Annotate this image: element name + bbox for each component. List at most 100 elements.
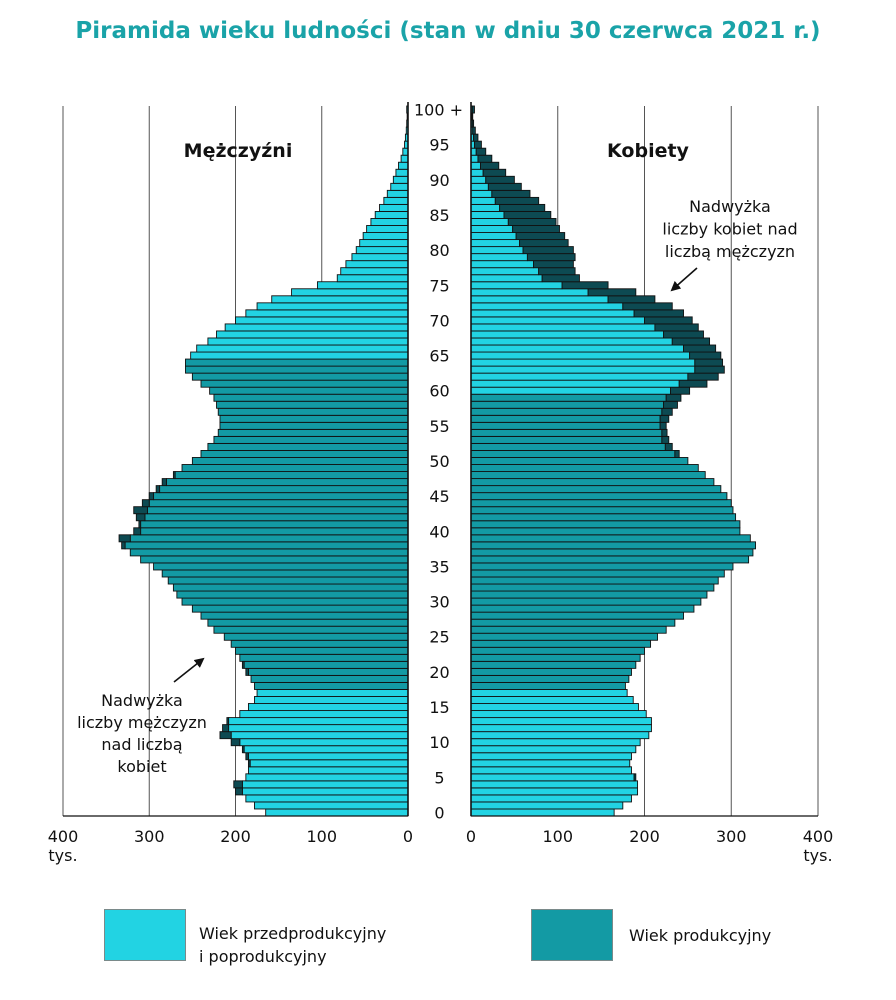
male-bar-age-30 <box>181 597 409 606</box>
male-bar-age-87 <box>383 196 409 205</box>
female-bar-age-37 <box>470 548 754 557</box>
male-bar-age-25 <box>223 632 409 641</box>
male-bar-age-21 <box>243 660 409 669</box>
male-bar-age-3 <box>241 787 409 796</box>
age-tick-30: 30 <box>429 593 449 612</box>
age-tick-40: 40 <box>429 522 449 541</box>
male-bar-age-77 <box>340 267 409 276</box>
legend-label-non-working: Wiek przedprodukcyjny i poprodukcyjny <box>199 922 386 968</box>
male-bar-age-81 <box>359 239 409 248</box>
male-bar-age-2 <box>245 794 409 803</box>
female-bar-age-51 <box>470 450 676 458</box>
female-bar-age-38 <box>470 541 756 550</box>
female-excess-bar-age-70 <box>644 316 693 325</box>
male-bar-age-89 <box>390 182 409 191</box>
female-bar-age-29 <box>470 604 695 613</box>
axis-layer <box>63 102 818 817</box>
male-bar-age-47 <box>166 478 409 487</box>
female-excess-bar-age-95 <box>474 140 482 149</box>
female-bar-age-44 <box>470 499 732 508</box>
male-excess-bar-age-21 <box>241 660 245 669</box>
female-bar-age-7 <box>470 759 631 768</box>
male-bar-age-12 <box>228 724 409 733</box>
female-bar-age-56 <box>470 414 661 423</box>
female-bar-age-16 <box>470 696 634 704</box>
female-excess-bar-age-67 <box>671 337 711 346</box>
female-bar-age-85 <box>470 210 505 219</box>
male-bar-age-13 <box>228 717 409 726</box>
male-excess-bar-age-46 <box>155 485 161 494</box>
female-bar-age-53 <box>470 435 663 444</box>
male-excess-bar-age-10 <box>230 738 241 747</box>
female-excess-bar-age-83 <box>512 225 560 233</box>
female-bar-age-82 <box>470 232 517 241</box>
x-tick-left-100: 100 <box>306 827 337 846</box>
male-bar-age-72 <box>256 302 409 311</box>
male-bar-age-78 <box>345 260 409 269</box>
female-excess-bar-age-97 <box>472 126 476 135</box>
male-bar-age-15 <box>247 703 409 712</box>
male-excess-bar-age-20 <box>245 667 249 676</box>
female-bar-age-48 <box>470 471 706 480</box>
male-bar-age-74 <box>291 288 409 297</box>
male-bar-age-52 <box>207 442 409 451</box>
x-tick-right-400: 400 <box>803 827 834 846</box>
female-excess-bar-age-61 <box>678 379 708 388</box>
age-tick-80: 80 <box>429 241 449 260</box>
legend-swatch-non-working <box>104 909 186 961</box>
female-excess-bar-age-74 <box>587 288 637 297</box>
legend-label-non-working-line-1: Wiek przedprodukcyjny <box>199 924 387 943</box>
female-excess-bar-age-72 <box>622 302 673 311</box>
male-bar-age-67 <box>207 337 409 346</box>
male-bar-age-17 <box>256 689 409 697</box>
female-bar-age-4 <box>470 780 639 789</box>
female-bar-age-92 <box>470 161 481 170</box>
male-excess-bar-age-38 <box>121 541 126 550</box>
female-bar-age-2 <box>470 794 632 803</box>
female-excess-bar-age-100 <box>471 105 475 114</box>
male-bar-age-8 <box>247 752 409 761</box>
female-bar-age-73 <box>470 295 609 304</box>
male-bar-age-32 <box>172 583 409 592</box>
annotation-male-excess-line-2: liczby mężczyzn <box>77 713 207 732</box>
female-bar-age-88 <box>470 189 493 198</box>
female-bar-age-33 <box>470 576 719 585</box>
female-bar-age-22 <box>470 653 641 662</box>
x-tick-right-300: 300 <box>716 827 747 846</box>
female-bar-age-75 <box>470 281 563 290</box>
female-excess-bar-age-51 <box>674 450 680 458</box>
female-bar-age-93 <box>470 154 479 163</box>
x-tick-left-400: 400 <box>48 827 79 846</box>
male-bar-age-28 <box>200 611 409 620</box>
x-tick-right-200: 200 <box>629 827 660 846</box>
age-tick-20: 20 <box>429 663 449 682</box>
male-bar-age-59 <box>213 393 409 402</box>
female-bar-age-87 <box>470 196 496 205</box>
male-bar-age-49 <box>181 464 409 472</box>
male-bar-age-79 <box>351 253 409 262</box>
female-excess-bar-age-93 <box>477 154 493 163</box>
female-bar-age-0 <box>470 808 615 817</box>
male-bar-age-41 <box>140 520 409 529</box>
male-bar-age-42 <box>144 513 409 522</box>
male-bar-age-0 <box>265 808 409 817</box>
male-excess-bar-age-7 <box>247 759 251 768</box>
female-excess-bar-age-71 <box>633 309 684 318</box>
female-excess-bar-age-64 <box>694 358 724 367</box>
female-bar-age-71 <box>470 309 635 318</box>
female-bar-age-65 <box>470 351 691 360</box>
female-excess-bar-age-73 <box>607 295 656 304</box>
female-excess-bar-age-58 <box>663 400 678 409</box>
female-bar-age-3 <box>470 787 639 796</box>
male-excess-bar-age-39 <box>118 534 131 543</box>
age-tick-15: 15 <box>429 698 449 717</box>
female-excess-bar-age-85 <box>503 210 552 219</box>
male-bar-age-75 <box>316 281 409 290</box>
bars-layer <box>118 105 756 817</box>
male-bar-age-82 <box>362 232 409 241</box>
arrow-female-excess <box>670 267 698 292</box>
male-bar-age-9 <box>243 745 409 754</box>
age-tick-70: 70 <box>429 311 449 330</box>
male-excess-bar-age-47 <box>161 478 167 487</box>
